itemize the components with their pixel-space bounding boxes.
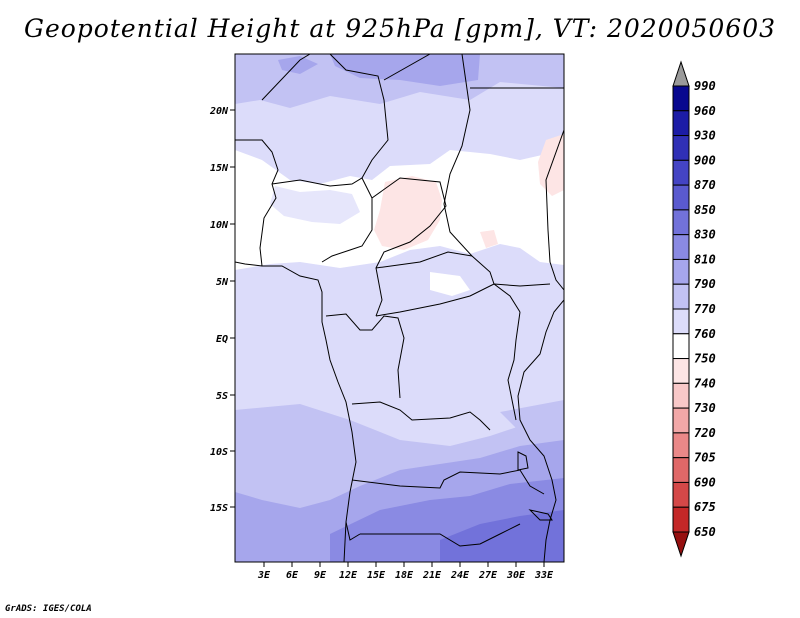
border-13 [351, 469, 545, 495]
lon-label: 30E [506, 570, 526, 581]
colorbar-box [672, 209, 690, 236]
colorbar-label: 870 [694, 178, 716, 192]
colorbar-box [672, 234, 690, 260]
colorbar-box [672, 333, 690, 360]
colorbar-label: 900 [694, 153, 716, 167]
colorbar-label: 690 [694, 475, 716, 489]
colorbar-label: 790 [694, 277, 716, 291]
colorbar-box [672, 481, 690, 508]
colorbar-label: 760 [694, 327, 716, 341]
colorbar-box [672, 258, 690, 285]
colorbar-label: 960 [694, 104, 716, 118]
colorbar-box [672, 85, 690, 112]
colorbar-box [672, 184, 690, 211]
border-18 [493, 283, 551, 287]
colorbar-label: 675 [694, 500, 716, 514]
colorbar-label: 990 [694, 79, 716, 93]
colorbar-label: 720 [694, 426, 716, 440]
lat-label: EQ [216, 334, 228, 345]
plot-frame [234, 53, 565, 563]
colorbar-box [672, 506, 690, 533]
colorbar: 990 960 930 900 870 850 830 810 790 770 760 750 740 7… [672, 60, 716, 558]
colorbar-box [672, 135, 690, 161]
colorbar-box [672, 432, 690, 459]
lat-label: 15N [210, 163, 229, 174]
colorbar-label: 770 [694, 302, 716, 316]
axis-ticks [230, 109, 545, 567]
coastline-east-lake [517, 299, 564, 562]
lat-label: 5S [216, 391, 228, 402]
lon-label: 33E [534, 570, 554, 581]
height-field [235, 54, 564, 562]
boundaries [235, 54, 564, 562]
lon-label: 15E [367, 570, 386, 581]
border-17 [545, 129, 564, 291]
colorbar-box [672, 407, 690, 434]
colorbar-box [672, 382, 690, 409]
coastline-west [235, 261, 357, 562]
border-4 [443, 54, 495, 285]
border-1 [261, 54, 311, 101]
border-14 [360, 523, 521, 547]
lon-label: 21E [422, 570, 442, 581]
field-white-patch [430, 272, 470, 296]
border-3 [383, 54, 431, 81]
colorbar-box [672, 457, 690, 483]
colorbar-labels: 990 960 930 900 870 850 830 810 790 770 760 750 740 7… [694, 79, 716, 539]
field-east-810 [500, 400, 564, 432]
field-pink-small [480, 230, 498, 248]
border-12 [351, 401, 491, 431]
map-title: Geopotential Height at 925hPa [gpm], VT:… [23, 14, 777, 43]
lon-label: 3E [257, 570, 271, 581]
field-north-810 [235, 54, 564, 108]
colorbar-boxes [672, 85, 690, 558]
colorbar-label: 740 [694, 376, 716, 390]
colorbar-label: 930 [694, 129, 716, 143]
colorbar-box [672, 308, 690, 335]
field-north-patch [278, 56, 318, 74]
field-pink-chad [374, 176, 442, 250]
border-2 [329, 54, 389, 179]
border-10 [375, 283, 521, 317]
lat-label: 10N [210, 220, 229, 231]
lat-label: 10S [210, 447, 228, 458]
colorbar-label: 730 [694, 401, 716, 415]
field-south-870 [440, 510, 564, 562]
lake-2 [528, 509, 553, 521]
border-16 [507, 311, 521, 421]
border-11 [325, 313, 405, 399]
field-north-830 [330, 54, 480, 86]
lat-labels: 20N 15N 10N 5N EQ 5S 10S 15S [209, 106, 229, 514]
colorbar-label: 650 [694, 525, 716, 539]
colorbar-under-arrow [672, 531, 690, 558]
lon-label: 6E [286, 570, 299, 581]
border-8 [371, 177, 447, 317]
border-9 [375, 251, 473, 269]
lon-label: 9E [314, 570, 327, 581]
lake-1 [517, 451, 529, 471]
colorbar-box [672, 358, 690, 384]
colorbar-box [672, 159, 690, 186]
lon-label: 27E [478, 570, 498, 581]
colorbar-label: 830 [694, 228, 716, 242]
lat-label: 20N [209, 106, 229, 117]
lat-label: 5N [216, 277, 229, 288]
colorbar-label: 705 [694, 451, 716, 465]
colorbar-over-arrow [672, 60, 690, 87]
grads-credit: GrADS: IGES/COLA [5, 604, 92, 614]
border-15 [345, 521, 361, 541]
lon-label: 18E [395, 570, 414, 581]
colorbar-label: 810 [694, 252, 716, 266]
lon-label: 12E [339, 570, 358, 581]
lon-labels: 3E 6E 9E 12E 15E 18E 21E 24E 27E 30E 33E [257, 570, 554, 581]
lat-label: 15S [210, 503, 228, 514]
colorbar-box [672, 283, 690, 310]
lon-label: 24E [450, 570, 470, 581]
colorbar-box [672, 110, 690, 137]
colorbar-label: 750 [694, 352, 716, 366]
colorbar-label: 850 [694, 203, 716, 217]
field-sahel-patch [270, 186, 360, 224]
